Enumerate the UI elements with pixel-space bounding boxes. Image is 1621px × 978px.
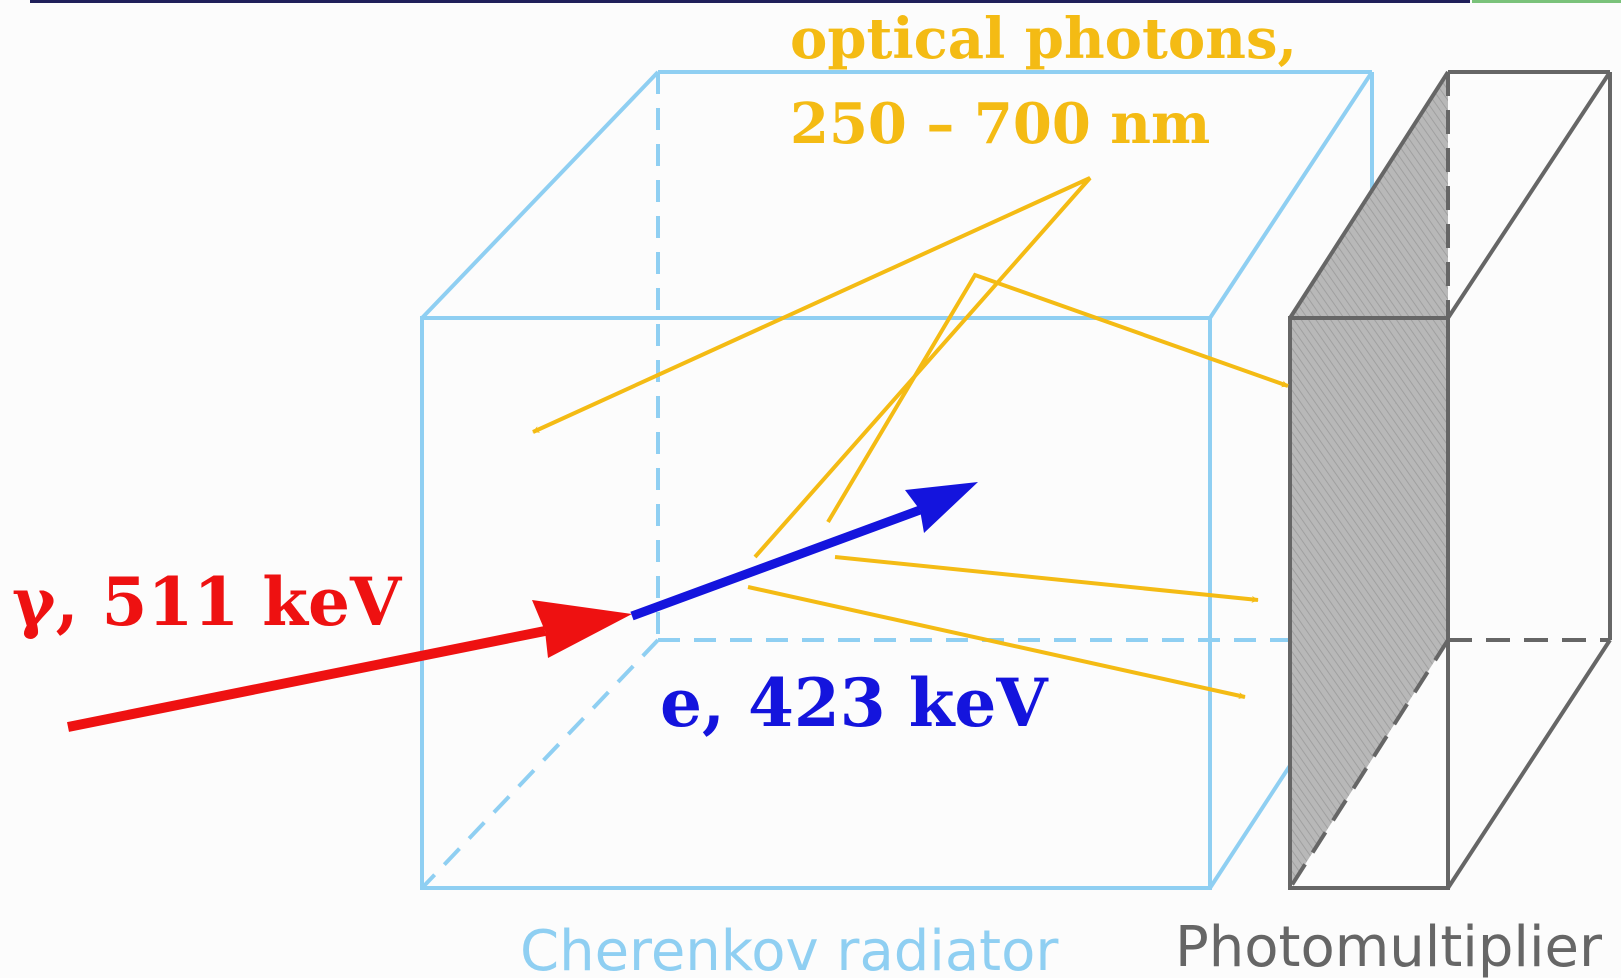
electron-arrowhead xyxy=(905,482,978,533)
electron-arrow xyxy=(630,482,978,621)
photons-label-line2: 250 – 700 nm xyxy=(790,91,1210,157)
radiator-hidden-edge-depth xyxy=(420,638,660,890)
radiator-top-right-edge xyxy=(1208,70,1374,320)
gamma-label: γ, 511 keV xyxy=(12,563,403,641)
gamma-ray-arrow xyxy=(67,600,632,732)
photon-path-upper-left xyxy=(532,176,1092,559)
top-border-bar xyxy=(30,0,1470,3)
photomultiplier-top-left-edge xyxy=(1288,70,1450,320)
electron-shaft xyxy=(630,505,922,621)
photomultiplier xyxy=(1288,70,1612,890)
electron-label: e, 423 keV xyxy=(660,664,1049,742)
top-border-accent xyxy=(1472,0,1621,3)
photomultiplier-hidden-edge-depth xyxy=(1288,638,1450,890)
radiator-top-left-edge xyxy=(420,70,660,320)
optical-photons xyxy=(532,176,1289,700)
photons-label-line1: optical photons, xyxy=(790,6,1297,72)
photon-path-middle-right xyxy=(834,555,1259,603)
radiator-box xyxy=(420,70,1374,890)
radiator-label: Cherenkov radiator xyxy=(520,919,1059,978)
detector-label: Photomultiplier xyxy=(1175,915,1603,978)
photomultiplier-bottom-right-edge xyxy=(1446,638,1612,890)
gamma-ray-shaft xyxy=(67,626,546,732)
photon-path-lower-right xyxy=(747,585,1246,700)
photomultiplier-top-right-edge xyxy=(1446,70,1612,320)
photomultiplier-hatched-face xyxy=(1290,72,1448,888)
gamma-ray-arrowhead xyxy=(532,600,632,658)
photon-path-upper-right xyxy=(826,272,1289,524)
